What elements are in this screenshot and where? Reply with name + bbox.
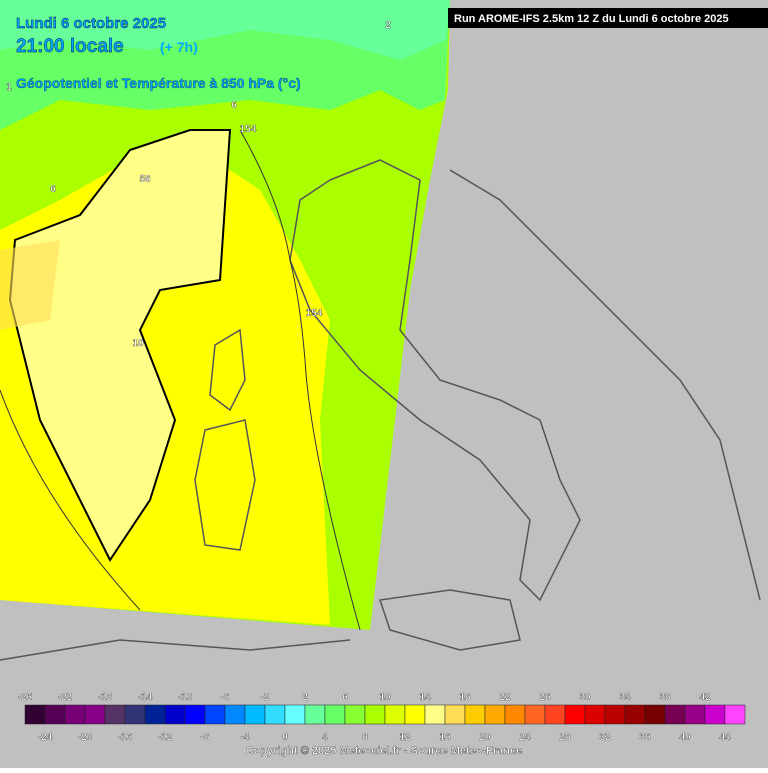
legend-bottom-label: 8 <box>362 732 368 743</box>
legend-cell <box>204 704 226 725</box>
legend-top-label: 14 <box>419 692 431 703</box>
legend-bottom-label: 4 <box>322 732 328 743</box>
legend-panel <box>0 685 768 768</box>
legend-cell <box>544 704 566 725</box>
contour-label: 10 <box>132 338 144 349</box>
warm-core <box>8 129 232 562</box>
legend-bottom-label: -24 <box>38 732 53 743</box>
legend-cell <box>684 704 706 725</box>
contour-label: 1 <box>6 82 12 93</box>
contour-label: 154 <box>240 124 257 135</box>
contour-label: 6 <box>50 184 56 195</box>
coastlines <box>0 159 761 661</box>
contour-label: 154 <box>306 308 323 319</box>
legend-bottom-label: 0 <box>282 732 288 743</box>
legend-cell <box>344 704 366 725</box>
legend-cell <box>84 704 106 725</box>
legend-cell <box>164 704 186 725</box>
colder-zone <box>0 0 450 60</box>
legend-cell <box>484 704 506 725</box>
offset: (+ 7h) <box>160 39 198 55</box>
legend-bottom-label: -8 <box>201 732 210 743</box>
legend-cell <box>284 704 306 725</box>
legend-top-label: -14 <box>138 692 153 703</box>
time: 21:00 locale <box>16 36 124 57</box>
legend-cell <box>424 704 446 725</box>
legend-cell <box>464 704 486 725</box>
legend-cell <box>64 704 86 725</box>
run: Run AROME-IFS 2.5km 12 Z du Lundi 6 octo… <box>454 13 729 25</box>
run-box <box>448 8 768 28</box>
legend-bottom-label: -12 <box>158 732 173 743</box>
legend-bottom-label: 44 <box>719 732 731 743</box>
legend-top-label: 10 <box>379 692 391 703</box>
legend-cell <box>324 704 346 725</box>
legend-bottom-label: 28 <box>559 732 571 743</box>
legend-cell <box>404 704 426 725</box>
legend-cell <box>44 704 66 725</box>
legend-cell <box>384 704 406 725</box>
legend-top-label: 30 <box>579 692 591 703</box>
legend-top-label: -2 <box>261 692 270 703</box>
legend-cell <box>724 704 746 725</box>
legend-bottom-label: 20 <box>479 732 491 743</box>
legend-top-label: 2 <box>302 692 308 703</box>
legend-bottom-label: -20 <box>78 732 93 743</box>
legend-cell <box>564 704 586 725</box>
legend-top-label: 18 <box>459 692 471 703</box>
legend-bottom-label: 36 <box>639 732 651 743</box>
legend-bottom-label: -4 <box>241 732 250 743</box>
legend-cell <box>504 704 526 725</box>
legend-top-label: 26 <box>539 692 551 703</box>
legend-cell <box>224 704 246 725</box>
legend-cell <box>644 704 666 725</box>
legend-cell <box>584 704 606 725</box>
date: Lundi 6 octobre 2025 <box>16 15 166 32</box>
legend-cell <box>604 704 626 725</box>
legend-top-label: 6 <box>342 692 348 703</box>
legend-top-label: -10 <box>178 692 193 703</box>
legend-bottom-label: 32 <box>599 732 611 743</box>
geopotential-contours <box>0 129 361 631</box>
legend-top-label: 22 <box>499 692 511 703</box>
legend-cell <box>184 704 206 725</box>
legend-cell <box>444 704 466 725</box>
legend-cell <box>144 704 166 725</box>
legend-bottom-label: 16 <box>439 732 451 743</box>
legend-cell <box>364 704 386 725</box>
field: Géopotentiel et Température à 850 hPa (°… <box>16 75 301 91</box>
legend-cell <box>524 704 546 725</box>
legend-top-label: 34 <box>619 692 631 703</box>
legend-bottom-label: -16 <box>118 732 133 743</box>
legend-cell <box>104 704 126 725</box>
legend-top-label: -26 <box>18 692 33 703</box>
legend-bottom-label: 12 <box>399 732 411 743</box>
legend-cell <box>624 704 646 725</box>
legend-top-label: -6 <box>221 692 230 703</box>
legend-top-label: -18 <box>98 692 113 703</box>
legend-cell <box>664 704 686 725</box>
contour-label: 2 <box>385 20 391 31</box>
copyright: Copyright © 2025 Meteociel.fr - Source M… <box>246 745 522 757</box>
legend-top-label: -22 <box>58 692 73 703</box>
legend-cell <box>24 704 46 725</box>
legend-cell <box>124 704 146 725</box>
legend-cell <box>244 704 266 725</box>
contour-label: 6 <box>231 100 237 111</box>
legend-bottom-label: 40 <box>679 732 691 743</box>
warm-patch <box>0 240 60 330</box>
legend-top-label: 38 <box>659 692 671 703</box>
legend-cell <box>704 704 726 725</box>
legend-cell <box>304 704 326 725</box>
legend-bottom-label: 24 <box>519 732 531 743</box>
contour-label: 56 <box>139 174 151 185</box>
legend-cell <box>264 704 286 725</box>
legend-top-label: 42 <box>699 692 711 703</box>
